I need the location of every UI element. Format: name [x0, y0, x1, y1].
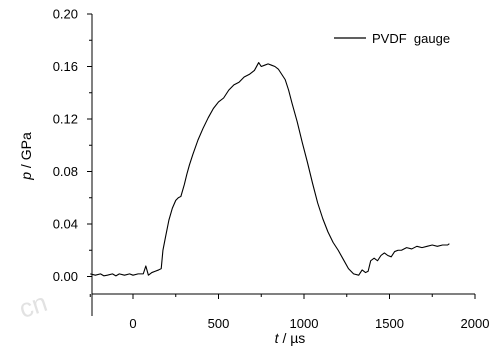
- y-tick-label: 0.12: [53, 112, 78, 127]
- x-axis-label-sep: /: [279, 330, 291, 346]
- x-axis-label-unit: µs: [290, 330, 305, 346]
- x-tick-label: 2000: [461, 316, 490, 331]
- y-axis-label: p / GPa: [18, 132, 34, 181]
- x-axis-label: t / µs: [275, 330, 306, 346]
- x-tick-label: 0: [129, 316, 136, 331]
- y-tick-label: 0.16: [53, 59, 78, 74]
- y-axis-label-var: p: [18, 172, 34, 181]
- y-axis-label-sep: /: [18, 160, 34, 172]
- y-tick-label: 0.00: [53, 269, 78, 284]
- x-tick-label: 500: [208, 316, 230, 331]
- y-tick-label: 0.04: [53, 217, 78, 232]
- legend: PVDF gauge: [334, 31, 450, 46]
- x-tick-label: 1500: [375, 316, 404, 331]
- axes: [91, 14, 475, 316]
- legend-label: PVDF gauge: [372, 31, 450, 46]
- y-tick-label: 0.08: [53, 164, 78, 179]
- watermark-text: cn: [15, 287, 50, 324]
- y-axis-label-unit: GPa: [18, 132, 34, 160]
- series-line-pvdf-gauge: [90, 62, 450, 277]
- y-tick-label: 0.20: [53, 7, 78, 22]
- x-tick-label: 1000: [290, 316, 319, 331]
- x-axis-label-var: t: [275, 330, 280, 346]
